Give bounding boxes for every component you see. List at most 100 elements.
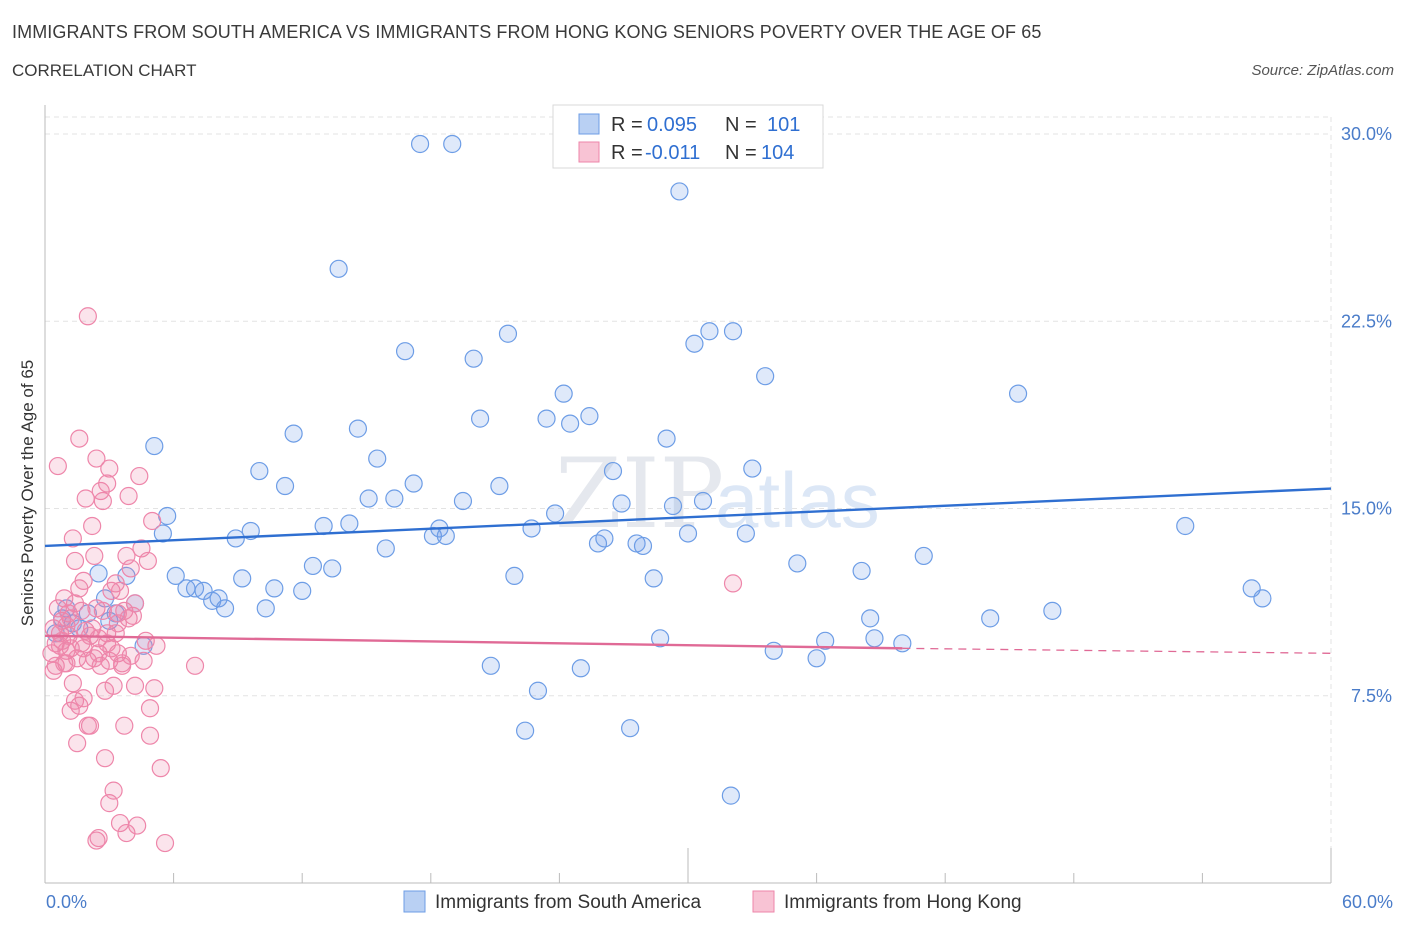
point-south-america xyxy=(323,559,342,578)
x-tick-label: 0.0% xyxy=(46,892,87,912)
point-south-america xyxy=(657,429,676,448)
point-hong-kong xyxy=(151,759,170,778)
point-hong-kong xyxy=(44,661,63,680)
legend-swatch-pink xyxy=(578,141,600,163)
point-hong-kong xyxy=(95,749,115,768)
legend: R = 0.095 N = 101 R = -0.011 N = 104 xyxy=(552,104,824,169)
point-south-america xyxy=(329,259,348,278)
point-hong-kong xyxy=(138,551,157,571)
point-south-america xyxy=(571,659,590,678)
watermark-atlas: atlas xyxy=(715,456,880,544)
point-hong-kong xyxy=(61,639,80,658)
point-hong-kong xyxy=(63,529,82,548)
point-south-america xyxy=(241,521,260,541)
chart-subtitle: CORRELATION CHART xyxy=(12,61,197,80)
point-hong-kong xyxy=(78,716,97,735)
bottom-legend-label-blue: Immigrants from South America xyxy=(435,892,702,913)
point-hong-kong xyxy=(61,701,80,720)
point-south-america xyxy=(470,409,490,428)
point-south-america xyxy=(481,656,500,675)
legend-row-pink: R = -0.011 N = 104 xyxy=(578,141,794,164)
point-south-america xyxy=(410,134,430,154)
point-south-america xyxy=(528,681,548,700)
point-south-america xyxy=(404,474,423,493)
point-south-america xyxy=(1176,516,1195,536)
point-south-america xyxy=(505,566,524,586)
point-hong-kong xyxy=(723,574,743,593)
point-south-america xyxy=(89,564,108,583)
point-south-america xyxy=(395,342,415,361)
point-hong-kong xyxy=(121,559,140,578)
bottom-legend-swatch-blue xyxy=(403,890,426,913)
point-south-america xyxy=(215,599,235,618)
point-south-america xyxy=(981,609,1000,628)
point-south-america xyxy=(436,526,455,546)
point-south-america xyxy=(490,476,509,496)
point-hong-kong xyxy=(89,629,108,648)
point-south-america xyxy=(368,449,387,468)
axes: 7.5% 15.0% 22.5% 30.0% 0.0% 60.0% xyxy=(44,105,1393,912)
point-south-america xyxy=(209,589,228,608)
point-south-america xyxy=(359,489,378,508)
point-hong-kong xyxy=(87,449,106,468)
point-hong-kong xyxy=(121,646,140,665)
point-hong-kong xyxy=(104,781,123,800)
point-south-america xyxy=(603,461,623,481)
point-south-america xyxy=(516,721,535,740)
point-south-america xyxy=(443,134,462,154)
point-hong-kong xyxy=(83,516,102,536)
point-hong-kong xyxy=(65,551,85,571)
point-south-america xyxy=(788,554,807,573)
point-south-america xyxy=(693,491,713,511)
point-south-america xyxy=(678,524,698,543)
point-south-america xyxy=(914,546,933,566)
bottom-legend: Immigrants from South America Immigrants… xyxy=(403,890,1022,913)
point-hong-kong xyxy=(70,429,89,448)
point-hong-kong xyxy=(48,456,67,476)
legend-r-value: -0.011 xyxy=(645,142,700,164)
point-south-america xyxy=(348,419,368,438)
legend-swatch-blue xyxy=(578,113,600,135)
watermark: ZIP atlas xyxy=(555,438,880,550)
point-south-america xyxy=(743,459,762,478)
point-south-america xyxy=(561,414,580,433)
chart-title: IMMIGRANTS FROM SOUTH AMERICA VS IMMIGRA… xyxy=(12,22,1042,42)
point-south-america xyxy=(250,461,269,481)
legend-n-value: 104 xyxy=(761,142,794,164)
y-tick-label: 22.5% xyxy=(1341,311,1392,331)
point-south-america xyxy=(376,539,395,558)
point-hong-kong xyxy=(147,636,166,655)
legend-r-label: R = xyxy=(611,142,643,164)
y-axis-label: Seniors Poverty Over the Age of 65 xyxy=(18,360,37,626)
point-south-america xyxy=(756,367,775,386)
point-hong-kong xyxy=(93,601,112,620)
point-hong-kong xyxy=(100,459,119,478)
trend-line-hong-kong xyxy=(44,634,903,650)
point-south-america xyxy=(861,609,880,628)
point-south-america xyxy=(644,569,663,588)
point-south-america xyxy=(265,579,284,598)
point-hong-kong xyxy=(55,589,74,608)
point-south-america xyxy=(498,324,518,343)
point-south-america xyxy=(633,536,653,556)
legend-row-blue: R = 0.095 N = 101 xyxy=(578,113,800,136)
point-south-america xyxy=(663,496,683,516)
point-hong-kong xyxy=(57,616,76,635)
point-south-america xyxy=(595,529,614,548)
point-hong-kong xyxy=(104,676,123,695)
point-south-america xyxy=(1043,601,1062,620)
point-south-america xyxy=(453,491,473,511)
point-south-america xyxy=(764,641,783,660)
point-south-america xyxy=(233,569,252,588)
point-south-america xyxy=(522,519,541,538)
point-hong-kong xyxy=(76,489,95,508)
point-hong-kong xyxy=(98,474,117,493)
point-south-america xyxy=(621,719,640,738)
point-south-america xyxy=(1253,589,1272,608)
point-south-america xyxy=(284,424,303,443)
point-south-america xyxy=(670,182,689,201)
point-hong-kong xyxy=(115,716,134,735)
point-hong-kong xyxy=(78,307,97,326)
point-hong-kong xyxy=(50,636,70,655)
